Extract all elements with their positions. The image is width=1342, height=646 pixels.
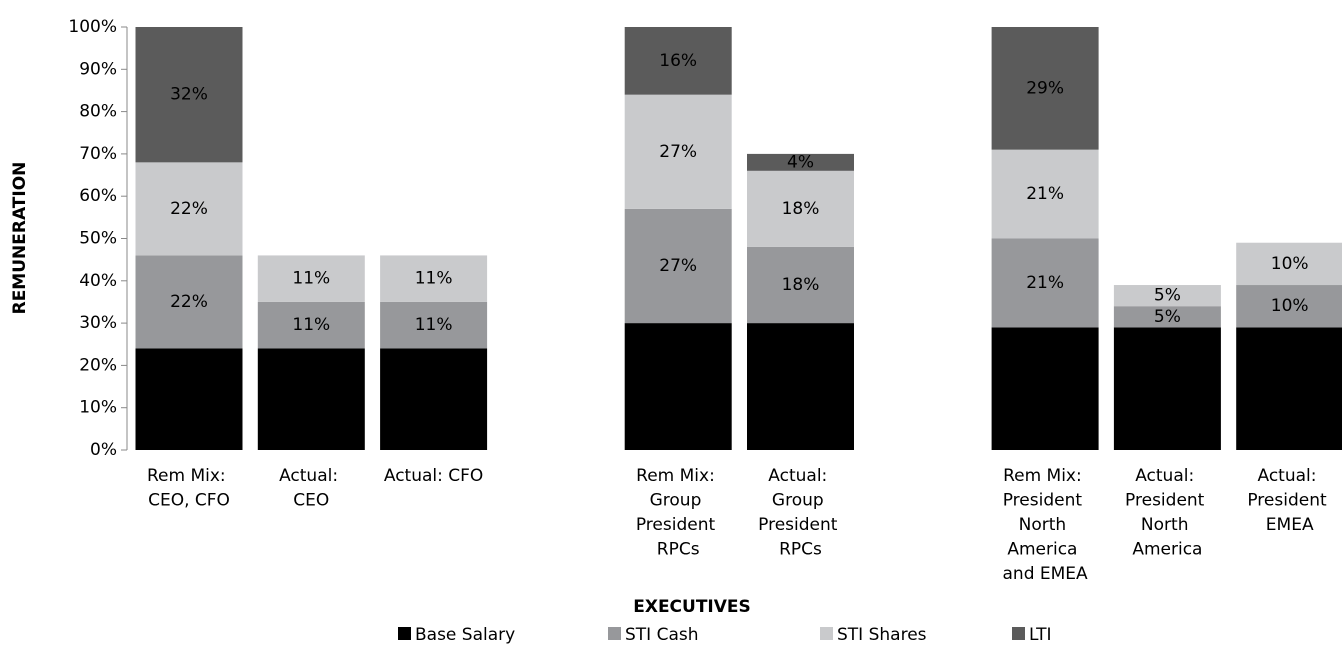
- bar-segment: [624, 323, 732, 450]
- data-label: 29%: [1271, 379, 1309, 399]
- data-label: 5%: [1154, 286, 1181, 306]
- data-label: 29%: [1149, 379, 1187, 399]
- bar-segment: [624, 208, 732, 324]
- x-tick-label: Rem Mix: CEO, CFO: [147, 466, 231, 511]
- bar-segment: [1113, 285, 1221, 307]
- y-tick-label: 60%: [79, 186, 117, 206]
- y-tick-label: 10%: [79, 398, 117, 418]
- y-tick-label: 30%: [79, 313, 117, 333]
- bar-segment: [991, 149, 1099, 239]
- bar-segment: [624, 94, 732, 209]
- data-label: 22%: [170, 292, 208, 312]
- bar-segment: [1113, 327, 1221, 450]
- data-label: 32%: [170, 85, 208, 105]
- data-label: 16%: [659, 51, 697, 71]
- bar-segment: [991, 238, 1099, 328]
- bar-segment: [257, 301, 365, 349]
- data-label: 27%: [659, 142, 697, 162]
- data-label: 4%: [787, 152, 814, 172]
- bar-segment: [380, 301, 488, 349]
- data-label: 30%: [782, 377, 820, 397]
- y-tick-label: 40%: [79, 271, 117, 291]
- legend-label: Base Salary: [415, 625, 515, 645]
- bar-segment: [747, 170, 854, 247]
- x-tick-label: Actual: President North America: [1125, 466, 1210, 560]
- legend-label: LTI: [1029, 625, 1052, 645]
- y-tick-label: 50%: [79, 229, 117, 249]
- y-tick-label: 0%: [90, 440, 117, 460]
- bar-segment: [257, 348, 365, 450]
- bar-segment: [1236, 285, 1342, 328]
- x-tick-label: Actual: CFO: [384, 466, 483, 486]
- x-tick-label: Actual: President EMEA: [1247, 466, 1332, 535]
- x-axis-title: EXECUTIVES: [633, 597, 751, 617]
- x-tick-label: Rem Mix: Group President RPCs: [636, 466, 721, 560]
- x-tick-label: Rem Mix: President North America and EME…: [1003, 466, 1089, 584]
- data-label: 24%: [292, 389, 330, 409]
- data-label: 11%: [292, 315, 330, 335]
- bar-segment: [1236, 327, 1342, 450]
- legend-swatch: [1012, 627, 1025, 640]
- bar-segment: [747, 323, 854, 450]
- data-label: 5%: [1154, 307, 1181, 327]
- bar-segment: [135, 162, 243, 256]
- data-label: 10%: [1271, 296, 1309, 316]
- data-label: 24%: [170, 389, 208, 409]
- bar-segment: [1236, 242, 1342, 286]
- legend-swatch: [608, 627, 621, 640]
- y-tick-label: 20%: [79, 355, 117, 375]
- bar-segment: [991, 327, 1099, 450]
- bar-segment: [747, 153, 854, 171]
- bar-segment: [380, 255, 488, 302]
- data-label: 10%: [1271, 254, 1309, 274]
- bar-segment: [991, 27, 1099, 150]
- data-label: 29%: [1026, 379, 1064, 399]
- y-axis-title: REMUNERATION: [10, 162, 30, 315]
- data-label: 29%: [1026, 78, 1064, 98]
- data-label: 21%: [1026, 184, 1064, 204]
- x-tick-label: Actual: CEO: [279, 466, 343, 511]
- bar-segment: [135, 255, 243, 349]
- data-label: 24%: [415, 389, 453, 409]
- data-label: 18%: [782, 275, 820, 295]
- bar-segment: [624, 27, 732, 95]
- legend-swatch: [398, 627, 411, 640]
- y-tick-label: 100%: [68, 17, 117, 37]
- data-label: 11%: [415, 315, 453, 335]
- bar-segment: [135, 27, 243, 163]
- bar-segment: [747, 246, 854, 324]
- x-tick-label: Actual: Group President RPCs: [758, 466, 843, 560]
- y-tick-label: 70%: [79, 144, 117, 164]
- legend-label: STI Shares: [837, 625, 927, 645]
- bar-segment: [380, 348, 488, 450]
- bar-segment: [1113, 306, 1221, 328]
- y-tick-label: 90%: [79, 59, 117, 79]
- data-label: 11%: [292, 269, 330, 289]
- data-label: 27%: [659, 256, 697, 276]
- data-label: 22%: [170, 199, 208, 219]
- data-label: 30%: [659, 377, 697, 397]
- y-tick-label: 80%: [79, 102, 117, 122]
- data-label: 18%: [782, 199, 820, 219]
- data-label: 11%: [415, 269, 453, 289]
- bar-segment: [135, 348, 243, 450]
- legend-swatch: [820, 627, 833, 640]
- data-label: 21%: [1026, 273, 1064, 293]
- bar-segment: [257, 255, 365, 302]
- legend-label: STI Cash: [625, 625, 699, 645]
